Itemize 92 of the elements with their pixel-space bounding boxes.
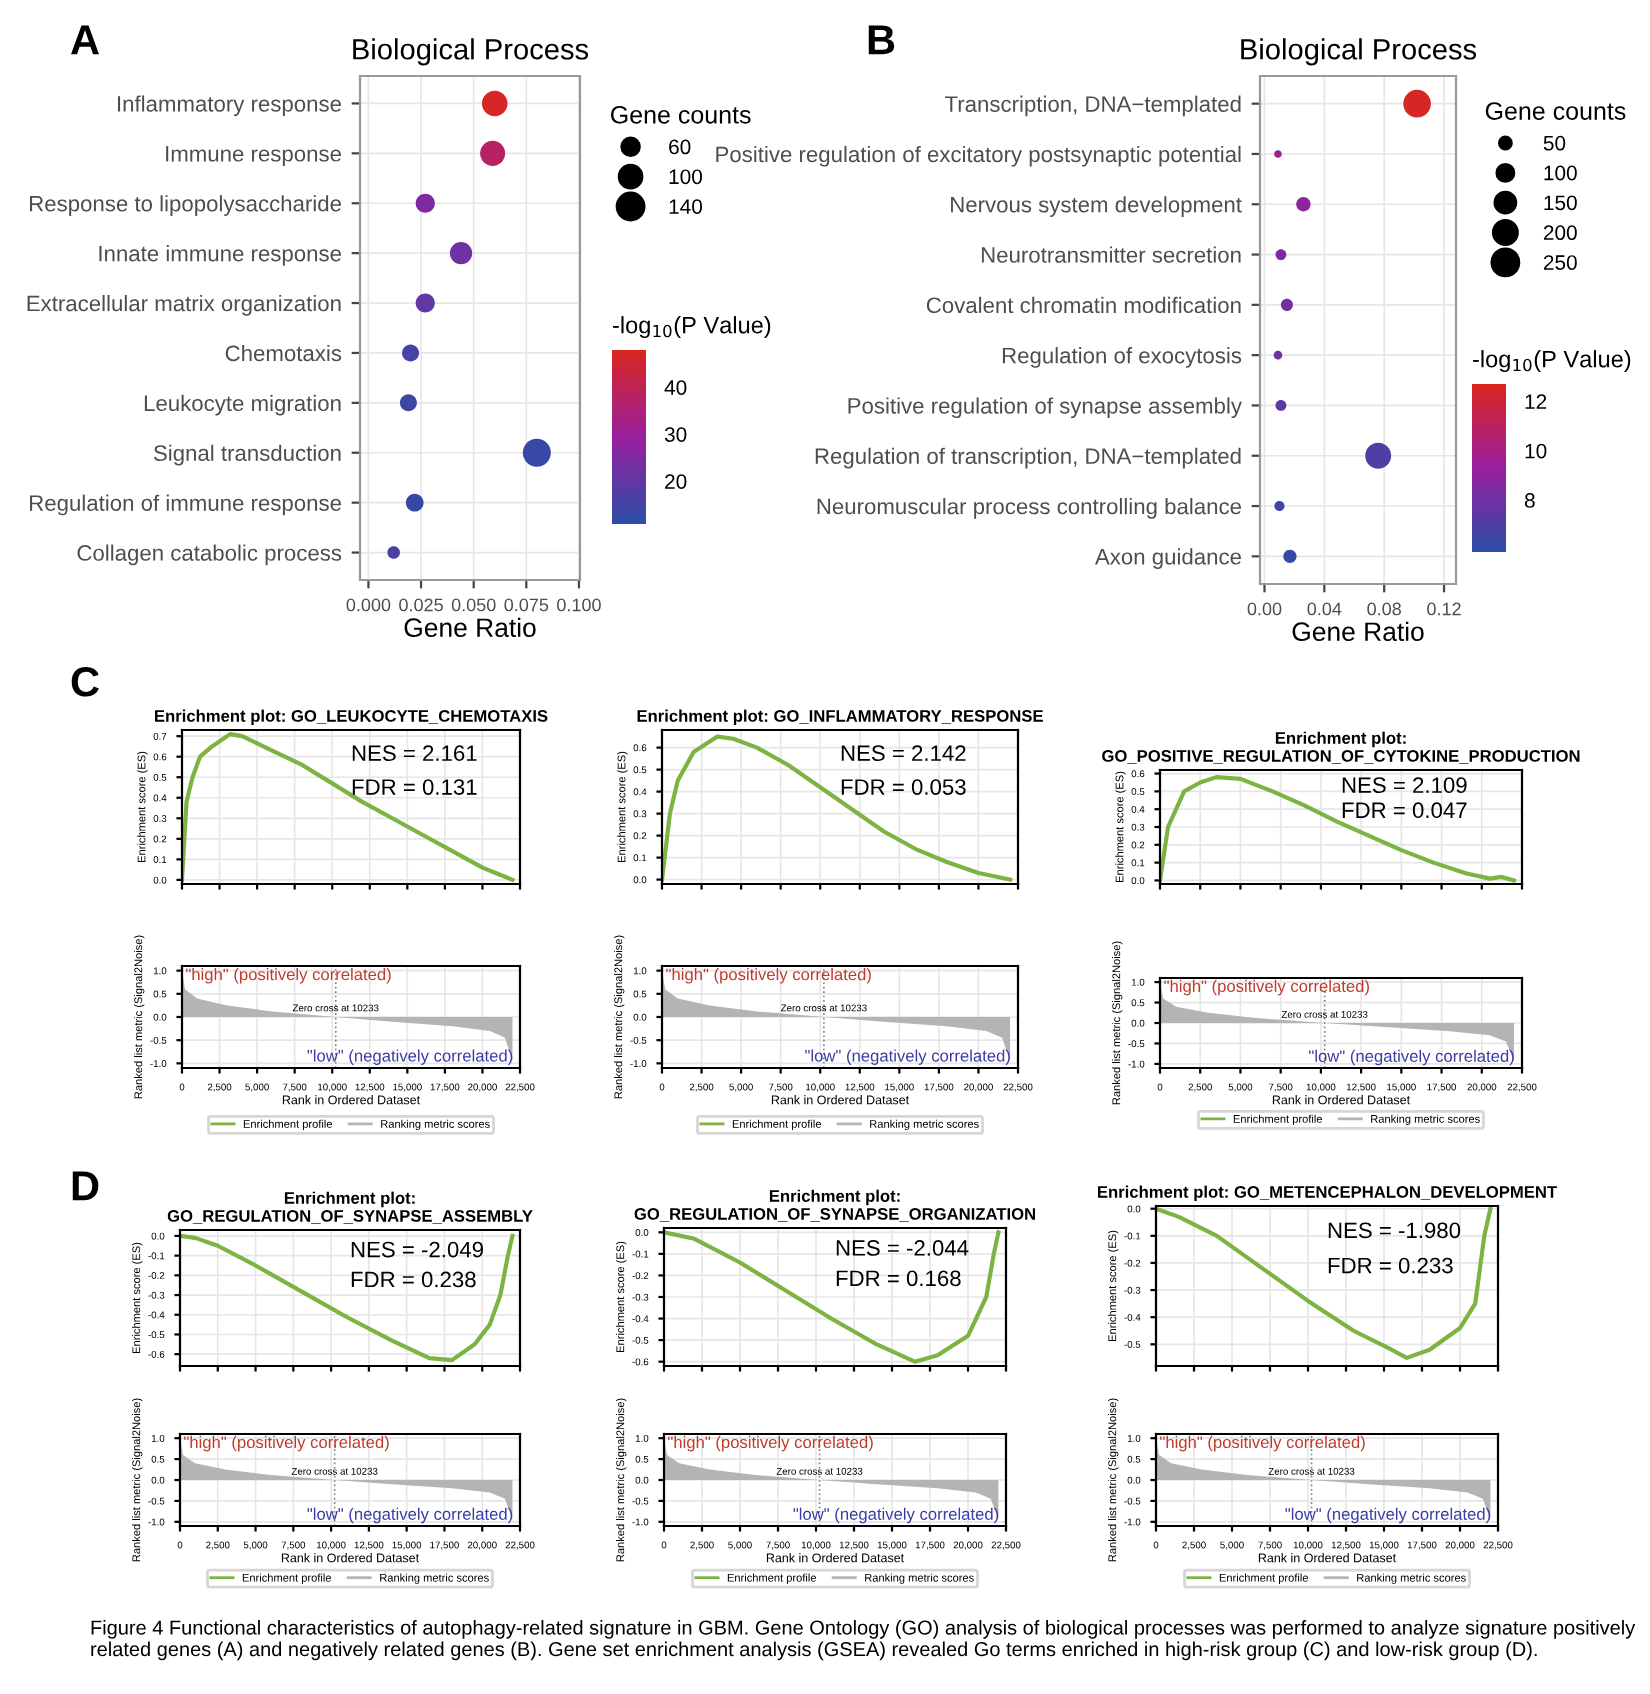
x-tick-label: 0.050 xyxy=(451,598,496,612)
legend-title: Gene counts xyxy=(611,105,751,124)
y-tick-label: Nervous system development xyxy=(951,196,1242,217)
x-tick-label: 0.04 xyxy=(1307,602,1342,616)
annotation: "high" (positively correlated) xyxy=(1164,979,1369,996)
annotation: "high" (positively correlated) xyxy=(666,968,871,984)
annotation: NES = 2.109 xyxy=(1342,777,1467,794)
chart-title: Enrichment plot: GO_METENCEPHALON_DEVELOPMENT xyxy=(1098,1185,1557,1202)
legend-label: 200 xyxy=(1543,225,1577,241)
y-tick-label: Collagen catabolic process xyxy=(77,544,342,566)
annotation: "high" (positively correlated) xyxy=(186,968,391,984)
legend-label: 100 xyxy=(1544,165,1577,181)
annotation: "low" (negatively correlated) xyxy=(793,1507,999,1524)
text: D xyxy=(72,1171,99,1201)
x-tick-label: 0.000 xyxy=(346,598,391,612)
chart-title: Biological Process xyxy=(353,38,589,66)
annotation: FDR = 0.131 xyxy=(352,779,477,795)
y-tick-label: Chemotaxis xyxy=(225,344,342,362)
legend-label: 150 xyxy=(1544,195,1577,211)
y-tick-label: Extracellular matrix organization xyxy=(27,295,341,316)
x-tick-label: 0.075 xyxy=(504,598,549,612)
annotation: NES = -1.980 xyxy=(1328,1222,1461,1239)
annotation: FDR = 0.047 xyxy=(1342,802,1467,819)
y-tick-label: Leukocyte migration xyxy=(144,394,341,416)
text: B xyxy=(868,25,895,55)
y-tick-label: Regulation of exocytosis xyxy=(1002,347,1242,368)
annotation: NES = -2.049 xyxy=(351,1241,483,1258)
color-bar-label: 12 xyxy=(1525,394,1547,409)
y-tick-label: Covalent chromatin modification xyxy=(926,296,1241,314)
annotation: FDR = 0.053 xyxy=(841,779,966,795)
y-tick-label: Innate immune response xyxy=(99,245,341,266)
annotation: FDR = 0.168 xyxy=(836,1270,961,1287)
x-tick-label: 0.00 xyxy=(1247,602,1282,616)
annotation: FDR = 0.233 xyxy=(1328,1257,1453,1274)
annotation: "low" (negatively correlated) xyxy=(1309,1049,1514,1066)
color-bar-label: 20 xyxy=(665,474,687,489)
legend-title: Gene counts xyxy=(1485,102,1626,120)
x-tick-label: 0.100 xyxy=(557,598,601,612)
x-axis-title: Gene Ratio xyxy=(1292,621,1424,642)
y-tick-label: Axon guidance xyxy=(1094,548,1241,569)
legend-label: 60 xyxy=(669,139,691,155)
color-bar-label: 8 xyxy=(1524,493,1535,508)
legend-label: 140 xyxy=(669,199,703,214)
legend-label: 250 xyxy=(1543,255,1577,270)
line-series xyxy=(182,732,515,882)
line-series xyxy=(664,1230,1001,1364)
annotation: "low" (negatively correlated) xyxy=(307,1049,513,1065)
annotation: NES = 2.161 xyxy=(352,745,477,762)
x-tick-label: 0.025 xyxy=(399,598,443,612)
color-bar-label: 30 xyxy=(664,427,687,442)
color-bar-title: -log$_{10}$(P Value) xyxy=(1473,350,1631,373)
annotation: "low" (negatively correlated) xyxy=(307,1507,513,1524)
color-bar-title: -log$_{10}$(P Value) xyxy=(613,316,771,339)
annotation: FDR = 0.238 xyxy=(351,1271,476,1288)
caption: Figure 4 Functional characteristics of autophagy-related signature in GBM. Gene Ontology (GO) analysis of biological processes was performed to analyze signature positively related genes (A) and negatively related genes (B). Gene set enrichment analysis (GSEA) revealed Go terms enriched in high-risk group (C) and low-risk group (D). xyxy=(91,1620,1636,1661)
chart-title: Enrichment plot: GO_LEUKOCYTE_CHEMOTAXIS xyxy=(155,709,548,726)
y-tick-label: Signal transduction xyxy=(153,444,341,466)
chart-title: Biological Process xyxy=(1241,38,1477,66)
line-series xyxy=(662,734,1013,882)
y-tick-label: Transcription, DNA−templated xyxy=(945,95,1241,117)
annotation: "low" (negatively correlated) xyxy=(1285,1507,1491,1524)
text: A xyxy=(71,25,99,55)
line-series xyxy=(1160,775,1517,883)
chart-title: Enrichment plot: GO_INFLAMMATORY_RESPONSE xyxy=(637,709,1043,726)
y-tick-label: Regulation of transcription, DNA−templated xyxy=(815,447,1241,469)
annotation: NES = -2.044 xyxy=(836,1240,969,1256)
legend-label: 100 xyxy=(669,169,703,185)
color-bar-label: 10 xyxy=(1525,443,1547,459)
chart-title: Enrichment plot: GO_REGULATION_OF_SYNAPSE_ASSEMBLY xyxy=(167,1191,533,1224)
annotation: "low" (negatively correlated) xyxy=(805,1049,1010,1065)
annotation: "high" (positively correlated) xyxy=(1160,1435,1365,1452)
x-axis-title: Gene Ratio xyxy=(404,617,536,638)
y-tick-label: Neurotransmitter secretion xyxy=(981,246,1241,263)
annotation: NES = 2.142 xyxy=(841,745,966,762)
line-series xyxy=(180,1233,515,1363)
y-tick-label: Inflammatory response xyxy=(117,95,341,117)
y-tick-label: Immune response xyxy=(166,146,341,167)
y-tick-label: Response to lipopolysaccharide xyxy=(30,195,341,216)
y-tick-label: Positive regulation of excitatory postsynaptic potential xyxy=(716,145,1241,167)
color-bar-label: 40 xyxy=(664,380,687,395)
legend-label: 50 xyxy=(1543,135,1566,151)
chart-title: Enrichment plot: GO_POSITIVE_REGULATION_OF_CYTOKINE_PRODUCTION xyxy=(1102,731,1580,764)
x-tick-label: 0.08 xyxy=(1367,602,1401,616)
line-series xyxy=(1156,1206,1493,1360)
y-tick-label: Neuromuscular process controlling balance xyxy=(817,497,1241,519)
annotation: "high" (positively correlated) xyxy=(184,1435,389,1452)
chart-title: Enrichment plot: GO_REGULATION_OF_SYNAPSE_ORGANIZATION xyxy=(634,1189,1035,1222)
text: C xyxy=(71,667,99,697)
y-tick-label: Regulation of immune response xyxy=(30,494,341,516)
y-tick-label: Positive regulation of synapse assembly xyxy=(848,397,1242,419)
annotation: "high" (positively correlated) xyxy=(668,1435,873,1452)
x-tick-label: 0.12 xyxy=(1427,602,1461,616)
